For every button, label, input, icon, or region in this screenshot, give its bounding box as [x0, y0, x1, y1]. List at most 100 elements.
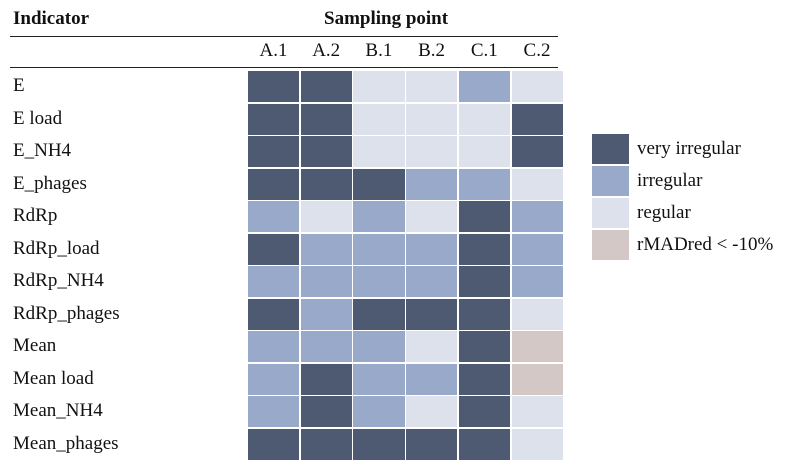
heatmap-cell	[248, 103, 300, 135]
heatmap-cell	[353, 71, 405, 102]
heatmap-cell	[511, 233, 563, 265]
heatmap-cell	[458, 298, 510, 330]
column-rule	[10, 67, 558, 68]
row-label: E_NH4	[13, 140, 72, 161]
heatmap-cell	[248, 71, 300, 102]
legend-swatch	[592, 166, 629, 196]
row-label: RdRp_load	[13, 237, 100, 259]
heatmap-cell	[300, 103, 352, 135]
legend-label: irregular	[637, 170, 703, 191]
heatmap-cell	[458, 201, 510, 232]
column-label: B.2	[418, 40, 446, 61]
heatmap-cell	[248, 428, 300, 460]
row-label: E	[13, 75, 25, 96]
legend-swatch	[592, 230, 629, 260]
heatmap-cell	[511, 103, 563, 135]
heatmap-cell	[406, 298, 458, 330]
row-label: E load	[13, 107, 63, 129]
heatmap-cell	[406, 363, 458, 395]
heatmap-cell	[248, 266, 300, 297]
legend-label: regular	[637, 202, 691, 223]
indicator-header: Indicator	[13, 8, 89, 29]
heatmap-cell	[300, 168, 352, 200]
heatmap-cell	[248, 396, 300, 427]
heatmap-cell	[406, 331, 458, 362]
heatmap-cell	[406, 233, 458, 265]
heatmap-cell	[248, 201, 300, 232]
heatmap-cell	[300, 331, 352, 362]
column-label: B.1	[365, 40, 393, 61]
heatmap-cell	[300, 201, 352, 232]
legend-swatch	[592, 198, 629, 228]
heatmap-cell	[511, 298, 563, 330]
heatmap-cell	[458, 266, 510, 297]
heatmap-cell	[248, 298, 300, 330]
heatmap-cell	[353, 136, 405, 167]
row-label: RdRp_NH4	[13, 270, 104, 291]
heatmap-cell	[300, 363, 352, 395]
heatmap-cell	[511, 168, 563, 200]
heatmap-cell	[406, 396, 458, 427]
row-label: Mean_NH4	[13, 400, 103, 421]
legend-label: very irregular	[637, 138, 741, 159]
heatmap-cell	[406, 201, 458, 232]
heatmap-cell	[248, 233, 300, 265]
row-label: E_phages	[13, 172, 87, 194]
column-label: C.2	[523, 40, 551, 61]
heatmap-cell	[511, 363, 563, 395]
heatmap-cell	[511, 396, 563, 427]
heatmap-cell	[458, 331, 510, 362]
column-label: A.2	[312, 40, 341, 61]
heatmap-cell	[353, 201, 405, 232]
column-label: A.1	[259, 40, 288, 61]
heatmap-cell	[406, 266, 458, 297]
heatmap-cell	[248, 136, 300, 167]
heatmap-cell	[248, 363, 300, 395]
heatmap-cell	[353, 168, 405, 200]
heatmap-cell	[353, 266, 405, 297]
legend-label: rMADred < -10%	[637, 234, 774, 255]
heatmap-cell	[511, 71, 563, 102]
heatmap-cell	[353, 103, 405, 135]
heatmap-cell	[511, 266, 563, 297]
heatmap-cell	[458, 363, 510, 395]
heatmap-cell	[511, 201, 563, 232]
heatmap-cell	[406, 71, 458, 102]
heatmap-cell	[353, 363, 405, 395]
heatmap-cell	[406, 168, 458, 200]
heatmap-cell	[511, 428, 563, 460]
heatmap-cell	[300, 136, 352, 167]
heatmap-cell	[353, 428, 405, 460]
heatmap-cell	[248, 331, 300, 362]
heatmap-cell	[458, 136, 510, 167]
heatmap-cell	[353, 331, 405, 362]
heatmap-cell	[300, 71, 352, 102]
row-label: Mean	[13, 335, 57, 356]
heatmap-cell	[248, 168, 300, 200]
heatmap-cell	[511, 136, 563, 167]
heatmap-cell	[353, 233, 405, 265]
sampling-point-header: Sampling point	[324, 8, 449, 29]
header-rule	[10, 36, 558, 37]
heatmap-cell	[300, 233, 352, 265]
row-label: Mean load	[13, 367, 94, 389]
heatmap-cell	[406, 428, 458, 460]
heatmap-cell	[406, 136, 458, 167]
heatmap-cell	[458, 233, 510, 265]
heatmap-cell	[458, 428, 510, 460]
row-label: RdRp_phages	[13, 302, 120, 324]
heatmap-cell	[300, 266, 352, 297]
legend-swatch	[592, 134, 629, 164]
heatmap-cell	[353, 396, 405, 427]
heatmap-cell	[300, 396, 352, 427]
heatmap-cell	[458, 168, 510, 200]
heatmap-cell	[300, 298, 352, 330]
heatmap-cell	[458, 396, 510, 427]
heatmap-cell	[406, 103, 458, 135]
row-label: Mean_phages	[13, 432, 119, 454]
column-label: C.1	[470, 40, 498, 61]
heatmap-cell	[511, 331, 563, 362]
row-label: RdRp	[13, 205, 58, 226]
heatmap-cell	[353, 298, 405, 330]
heatmap-cell	[300, 428, 352, 460]
